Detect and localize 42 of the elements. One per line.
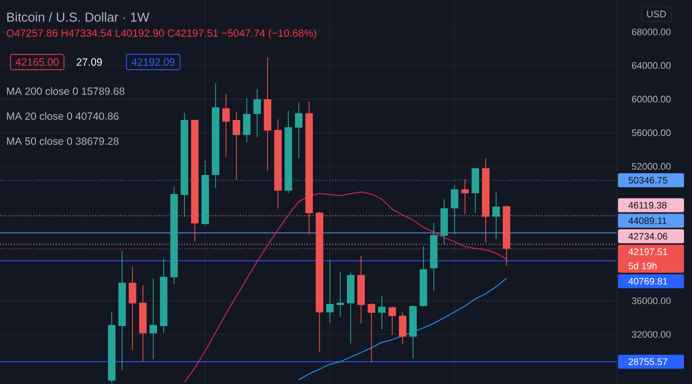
y-tick-label: 32000.00: [632, 331, 671, 338]
annotation: MA 200 close 0 15789.68: [7, 87, 124, 95]
ref-line-label: 50346.75: [628, 176, 668, 184]
ref-line-label: 42197.51: [628, 248, 668, 256]
candlestick: [368, 302, 376, 363]
text: 5d 19h: [628, 262, 657, 270]
text: 27.09: [76, 58, 102, 66]
text: 42165.00: [16, 58, 59, 66]
candlestick: [128, 266, 136, 350]
candlestick: [378, 296, 386, 330]
candlestick: [294, 102, 302, 159]
candlestick: [326, 260, 334, 324]
y-tick-label: 52000.00: [632, 163, 671, 170]
y-tick-label: 36000.00: [632, 297, 671, 304]
y-tick-label: 60000.00: [632, 96, 671, 102]
annotation: O47257.86 H47334.54 L40192.90 C42197.51 −5047.74 (−10.68%): [6, 29, 316, 39]
candlestick: [243, 98, 251, 144]
candlestick: [450, 184, 458, 234]
y-tick-label: 64000.00: [632, 62, 671, 69]
ref-line-label: 40769.81: [628, 278, 668, 285]
ref-line-label: 42734.06: [628, 232, 668, 240]
annotation: MA 20 close 0 40740.86: [7, 112, 119, 120]
y-tick-label: 68000.00: [632, 28, 671, 36]
annotation: 42192.09: [132, 58, 175, 66]
candlestick: [336, 271, 344, 318]
text: USD: [647, 10, 666, 18]
ref-line-label: 44089.11: [628, 217, 667, 224]
annotation: MA 50 close 0 38679.28: [7, 137, 119, 145]
line-series: [184, 191, 507, 383]
text: Bitcoin / U.S. Dollar · 1W: [7, 12, 150, 22]
candlestick: [222, 94, 230, 158]
candlestick: [398, 312, 406, 344]
candlestick: [232, 111, 240, 180]
candlestick: [253, 88, 261, 138]
candlestick: [492, 192, 500, 240]
y-tick-label: 56000.00: [632, 129, 671, 136]
candlestick: [150, 278, 158, 360]
line-series: [298, 278, 507, 380]
ref-line-label: 46119.38: [628, 202, 667, 209]
candlestick: [388, 306, 396, 336]
candlestick: [461, 178, 469, 214]
ref-line-label: 28755.57: [628, 358, 668, 366]
